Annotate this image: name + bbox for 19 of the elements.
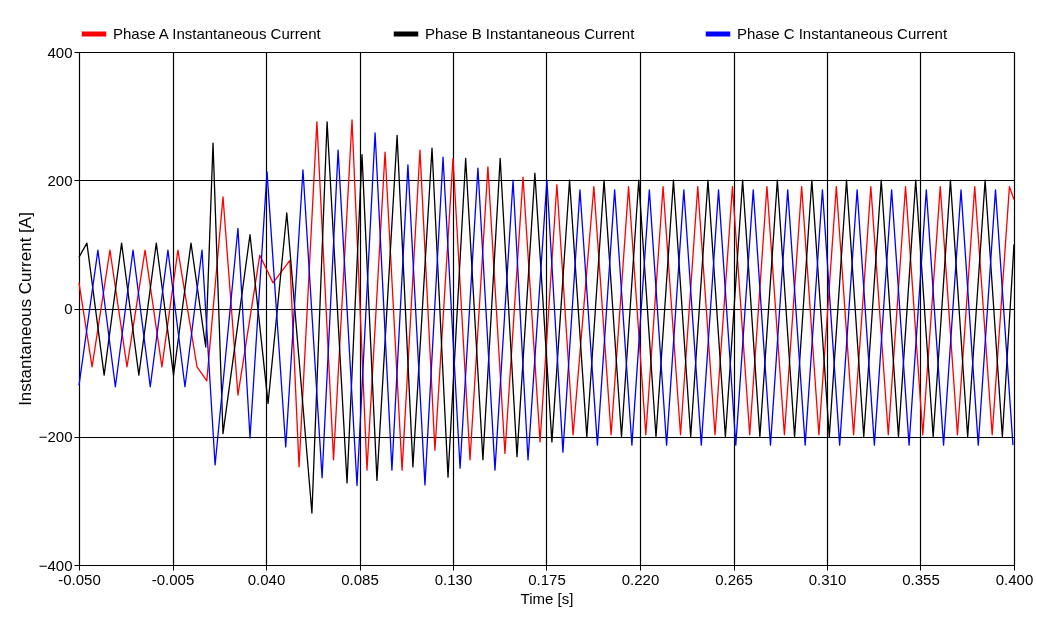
x-tick-label: 0.175	[528, 570, 566, 588]
x-tick-label: 0.265	[715, 570, 753, 588]
y-tick-label: 0	[64, 300, 73, 317]
x-tick-label: 0.355	[902, 570, 940, 588]
x-tick-label: -0.005	[151, 570, 195, 588]
x-tick-label: 0.220	[621, 570, 660, 588]
y-tick-label: −200	[38, 428, 73, 446]
y-tick-label: 400	[47, 43, 73, 61]
y-axis-title: Instantaneous Current [A]	[15, 212, 35, 406]
legend-label: Phase A Instantaneous Current	[113, 25, 322, 42]
x-tick-label: 0.400	[995, 570, 1034, 588]
x-tick-label: 0.130	[434, 570, 473, 588]
legend-label: Phase B Instantaneous Current	[425, 25, 636, 42]
x-axis-title: Time [s]	[520, 589, 574, 607]
legend-label: Phase C Instantaneous Current	[737, 25, 948, 42]
x-tick-label: 0.310	[808, 570, 847, 588]
x-tick-label: 0.040	[247, 570, 286, 588]
x-tick-label: 0.085	[341, 570, 379, 588]
y-tick-label: 200	[47, 171, 73, 189]
